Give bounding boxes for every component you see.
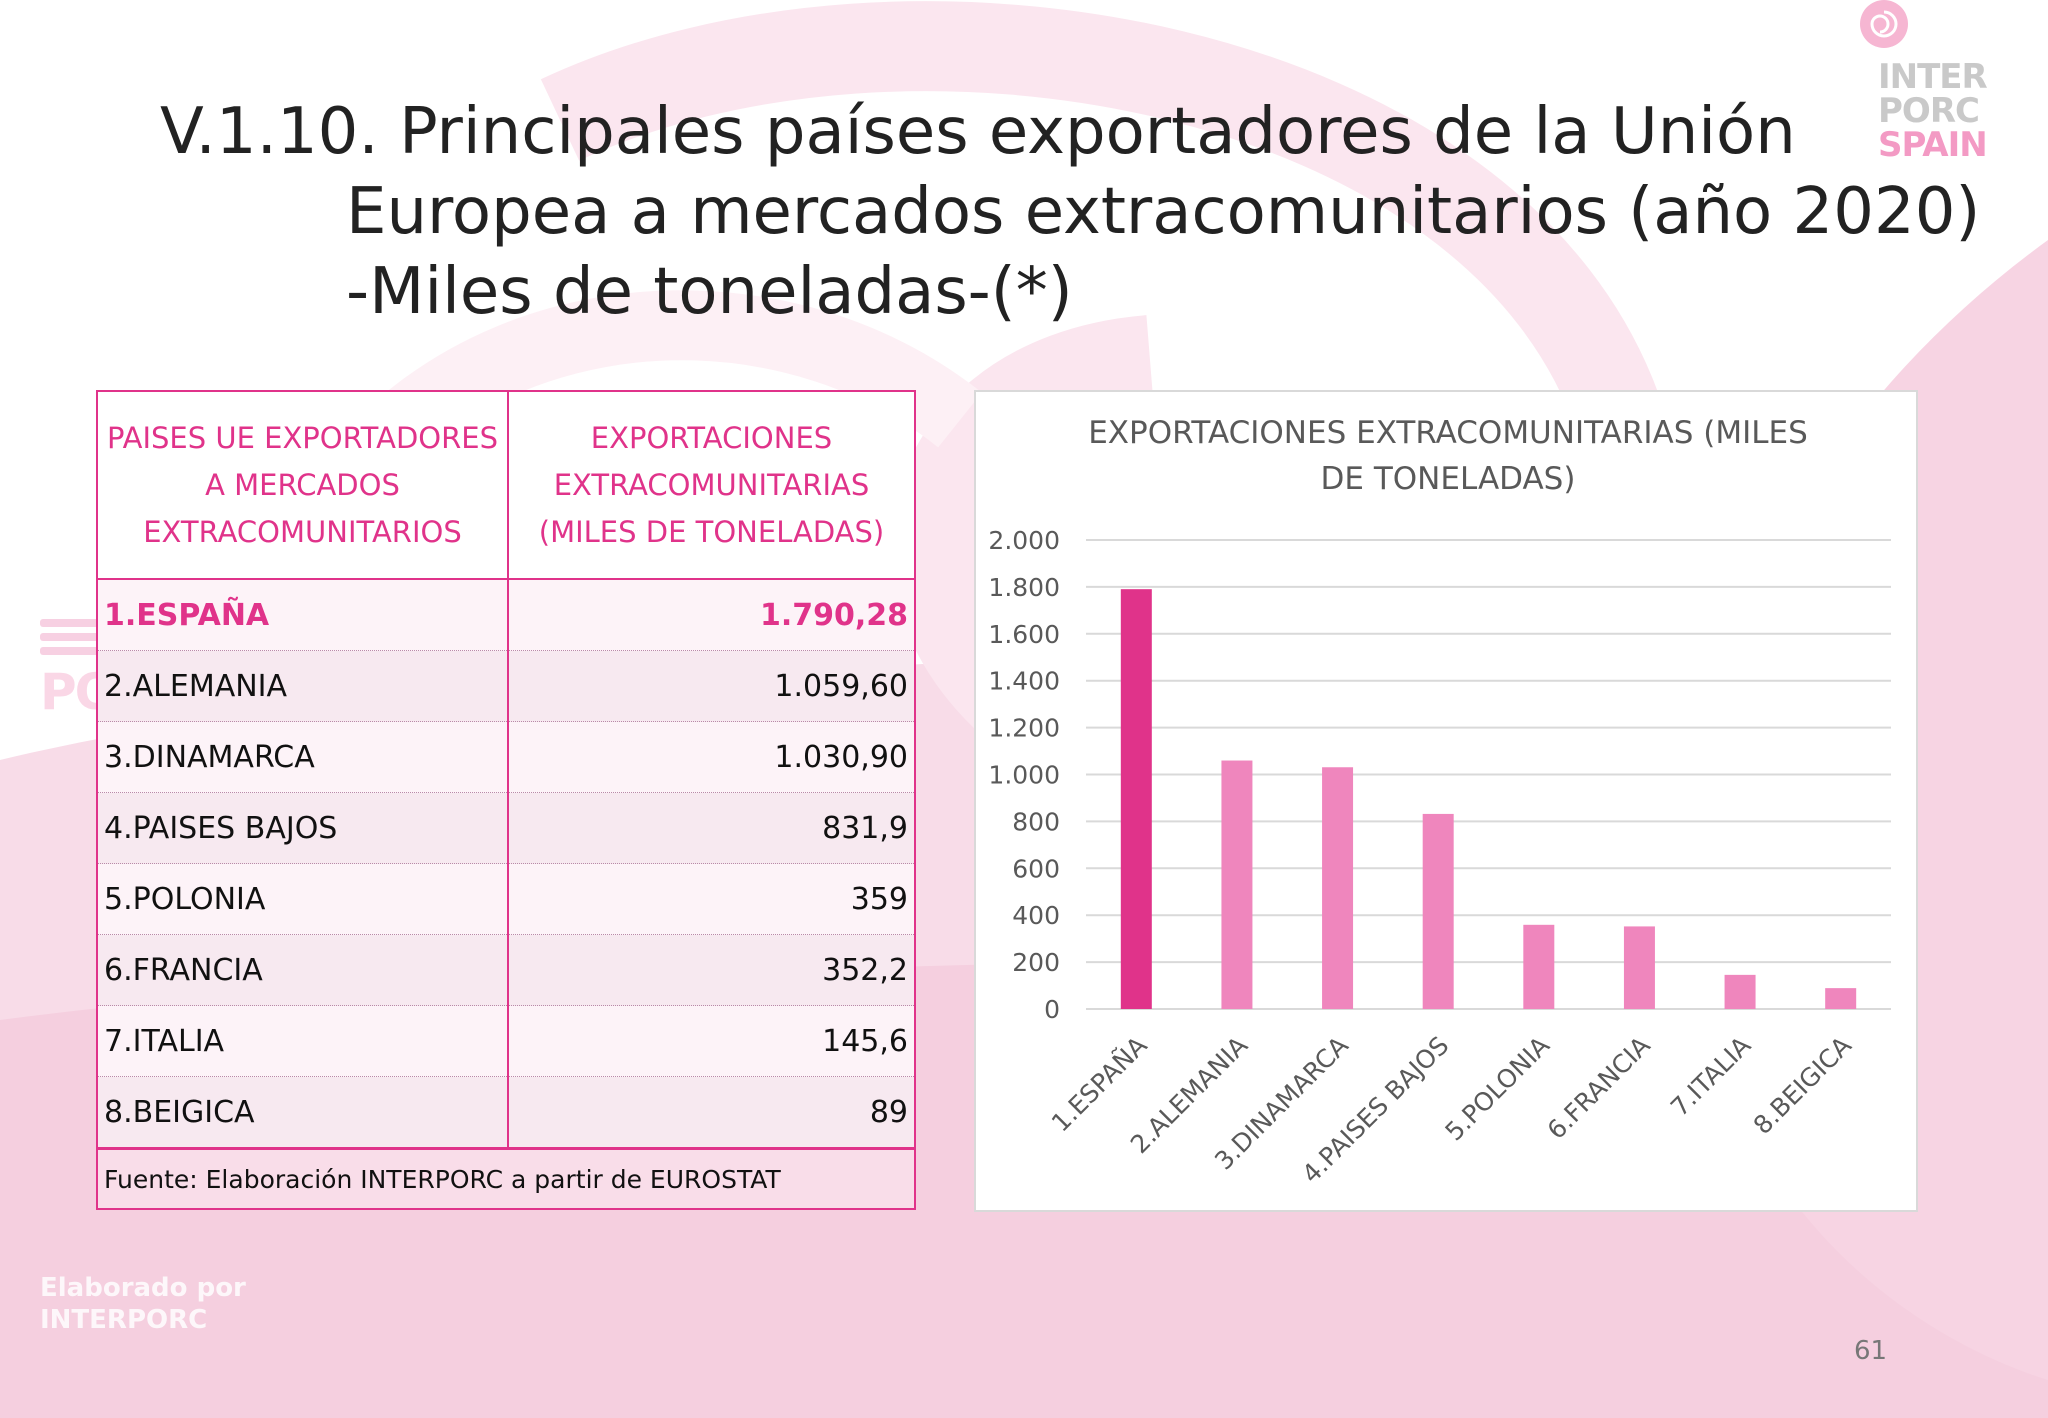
table-cell-country: 8.BEIGICA xyxy=(96,1076,509,1149)
y-tick-label: 600 xyxy=(1012,854,1060,883)
interporc-swirl-icon xyxy=(1860,0,1908,48)
table-row: 5.POLONIA 359 xyxy=(96,863,916,935)
table-cell-value: 1.059,60 xyxy=(507,650,916,722)
bar xyxy=(1120,589,1152,1009)
bar xyxy=(1825,988,1857,1009)
chart-title-line-2: DE TONELADAS) xyxy=(1320,461,1576,497)
table-row: 7.ITALIA 145,6 xyxy=(96,1005,916,1077)
interporc-logo: INTER PORC SPAIN xyxy=(1878,57,1988,165)
chart-title-line-1: EXPORTACIONES EXTRACOMUNITARIAS (MILES xyxy=(1088,415,1808,451)
chart-title: EXPORTACIONES EXTRACOMUNITARIAS (MILES D… xyxy=(976,410,1920,502)
table-cell-country: 4.PAISES BAJOS xyxy=(96,792,509,864)
y-tick-label: 1.400 xyxy=(988,667,1060,696)
x-tick-label: 6.FRANCIA xyxy=(1542,1031,1656,1145)
bar xyxy=(1322,767,1354,1009)
table-header-countries: PAISES UE EXPORTADORES A MERCADOS EXTRAC… xyxy=(96,390,509,580)
y-tick-label: 0 xyxy=(1044,995,1060,1024)
bar xyxy=(1724,974,1756,1009)
table-cell-value: 1.030,90 xyxy=(507,721,916,793)
table-cell-value: 831,9 xyxy=(507,792,916,864)
chart-plot: 0 200 400 600 800 1.000 1.200 1.400 1.600 1.800 2.… xyxy=(988,526,1891,1189)
table-row: 6.FRANCIA 352,2 xyxy=(96,934,916,1006)
table-cell-country: 2.ALEMANIA xyxy=(96,650,509,722)
table-row: 8.BEIGICA 89 xyxy=(96,1076,916,1149)
title-line-3: -Miles de toneladas-(*) xyxy=(346,255,1073,329)
x-tick-label: 1.ESPAÑA xyxy=(1045,1030,1152,1137)
table-cell-value: 1.790,28 xyxy=(507,578,916,651)
title-line-2: Europea a mercados extracomunitarios (añ… xyxy=(346,175,1981,249)
x-tick-label: 8.BEIGICA xyxy=(1748,1031,1857,1140)
table-source-note: Fuente: Elaboración INTERPORC a partir d… xyxy=(96,1147,916,1210)
y-tick-label: 1.000 xyxy=(988,761,1060,790)
table-cell-value: 352,2 xyxy=(507,934,916,1006)
table-cell-country: 5.POLONIA xyxy=(96,863,509,935)
page-number: 61 xyxy=(1854,1336,1888,1366)
y-tick-label: 800 xyxy=(1012,807,1060,836)
table-header-exports: EXPORTACIONES EXTRACOMUNITARIAS (MILES D… xyxy=(507,390,916,580)
bar xyxy=(1523,924,1555,1009)
y-tick-label: 200 xyxy=(1012,948,1060,977)
table-cell-country: 1.ESPAÑA xyxy=(96,578,509,651)
bar xyxy=(1623,926,1655,1009)
table-row: 3.DINAMARCA 1.030,90 xyxy=(96,721,916,793)
brand-line-1: Elaborado por xyxy=(40,1273,246,1303)
y-tick-label: 1.200 xyxy=(988,714,1060,743)
brand-line-2: INTERPORC xyxy=(40,1305,208,1335)
bar xyxy=(1422,813,1454,1009)
table-cell-country: 6.FRANCIA xyxy=(96,934,509,1006)
slide-title: V.1.10. Principales países exportadores … xyxy=(160,92,1981,332)
table-cell-value: 145,6 xyxy=(507,1005,916,1077)
table-cell-value: 89 xyxy=(507,1076,916,1149)
logo-line-1: INTER xyxy=(1878,57,1988,97)
bar-chart: EXPORTACIONES EXTRACOMUNITARIAS (MILES D… xyxy=(974,390,1918,1212)
y-tick-label: 2.000 xyxy=(988,526,1060,555)
y-tick-label: 400 xyxy=(1012,901,1060,930)
table-cell-country: 3.DINAMARCA xyxy=(96,721,509,793)
exports-table: PAISES UE EXPORTADORES A MERCADOS EXTRAC… xyxy=(96,390,916,1210)
logo-line-3: SPAIN xyxy=(1878,125,1988,165)
x-tick-label: 5.POLONIA xyxy=(1439,1031,1555,1147)
table-row: 2.ALEMANIA 1.059,60 xyxy=(96,650,916,722)
table-cell-country: 7.ITALIA xyxy=(96,1005,509,1077)
table-row: 4.PAISES BAJOS 831,9 xyxy=(96,792,916,864)
table-row: 1.ESPAÑA 1.790,28 xyxy=(96,578,916,651)
logo-line-2: PORC xyxy=(1878,91,1980,131)
y-tick-label: 1.800 xyxy=(988,573,1060,602)
elaborado-por-brand: Elaborado por INTERPORC xyxy=(40,1272,246,1336)
y-tick-label: 1.600 xyxy=(988,620,1060,649)
table-cell-value: 359 xyxy=(507,863,916,935)
title-line-1: V.1.10. Principales países exportadores … xyxy=(160,95,1796,169)
x-tick-label: 7.ITALIA xyxy=(1665,1031,1756,1122)
bar xyxy=(1221,760,1253,1009)
